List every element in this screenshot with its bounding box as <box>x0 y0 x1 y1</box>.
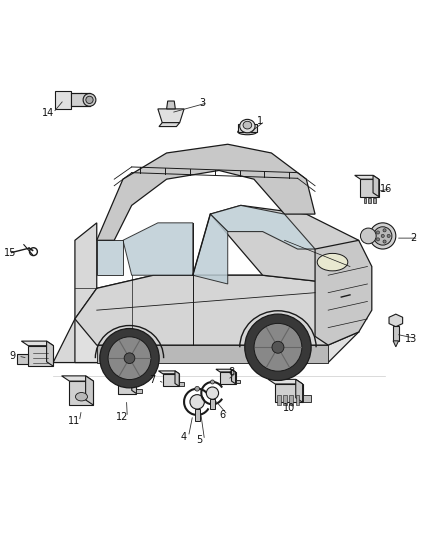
Polygon shape <box>373 175 379 197</box>
Bar <box>238 124 257 132</box>
Polygon shape <box>21 341 53 346</box>
Polygon shape <box>113 376 137 379</box>
Bar <box>393 326 399 341</box>
Bar <box>290 395 293 405</box>
Polygon shape <box>268 379 303 384</box>
Text: 13: 13 <box>405 334 417 344</box>
Polygon shape <box>175 371 179 386</box>
Bar <box>210 399 215 409</box>
Circle shape <box>190 394 205 409</box>
Circle shape <box>376 231 380 234</box>
Polygon shape <box>85 376 93 405</box>
Polygon shape <box>159 123 180 126</box>
Ellipse shape <box>83 93 96 106</box>
Circle shape <box>360 228 376 244</box>
Polygon shape <box>137 389 142 393</box>
Ellipse shape <box>238 129 257 135</box>
Text: 9: 9 <box>10 351 16 361</box>
Polygon shape <box>123 223 193 275</box>
Polygon shape <box>75 275 359 345</box>
Ellipse shape <box>86 96 93 103</box>
Text: 14: 14 <box>42 108 54 118</box>
Text: 6: 6 <box>219 410 226 420</box>
Circle shape <box>206 387 219 399</box>
Polygon shape <box>166 101 175 109</box>
Bar <box>296 395 299 405</box>
Circle shape <box>387 235 390 238</box>
Polygon shape <box>355 175 379 179</box>
Circle shape <box>124 353 135 364</box>
Polygon shape <box>210 205 359 284</box>
Bar <box>373 198 375 203</box>
Text: 15: 15 <box>4 247 17 257</box>
Circle shape <box>195 386 200 391</box>
Polygon shape <box>296 379 303 402</box>
Text: 5: 5 <box>196 435 202 445</box>
Polygon shape <box>210 205 315 249</box>
Circle shape <box>245 314 311 381</box>
Polygon shape <box>236 379 240 383</box>
Polygon shape <box>315 240 372 345</box>
Bar <box>277 395 281 405</box>
Circle shape <box>108 337 151 379</box>
Polygon shape <box>275 384 303 402</box>
Polygon shape <box>193 214 228 284</box>
Polygon shape <box>132 376 137 393</box>
Circle shape <box>381 235 384 238</box>
Circle shape <box>272 341 284 353</box>
Bar <box>364 198 366 203</box>
Polygon shape <box>53 223 97 362</box>
Polygon shape <box>393 341 399 347</box>
Text: 1: 1 <box>257 116 263 126</box>
Circle shape <box>100 328 159 388</box>
Polygon shape <box>97 345 328 362</box>
Text: 16: 16 <box>380 184 392 194</box>
Text: 7: 7 <box>149 375 156 385</box>
Circle shape <box>374 227 392 245</box>
Text: 8: 8 <box>228 367 234 377</box>
Polygon shape <box>62 376 93 381</box>
Polygon shape <box>70 381 93 405</box>
Polygon shape <box>71 93 89 106</box>
Text: 11: 11 <box>68 416 80 426</box>
Polygon shape <box>46 341 53 366</box>
Polygon shape <box>158 109 184 123</box>
Text: 2: 2 <box>410 233 417 243</box>
Polygon shape <box>17 354 28 364</box>
Circle shape <box>383 240 386 243</box>
Ellipse shape <box>240 119 255 133</box>
Polygon shape <box>97 144 315 240</box>
Polygon shape <box>97 240 123 275</box>
Polygon shape <box>216 369 236 372</box>
Circle shape <box>376 238 380 241</box>
Bar <box>368 198 371 203</box>
Polygon shape <box>28 346 53 366</box>
Polygon shape <box>360 179 379 197</box>
Polygon shape <box>232 369 236 384</box>
Circle shape <box>254 324 302 371</box>
Bar <box>194 409 200 421</box>
Polygon shape <box>75 275 359 362</box>
Circle shape <box>383 229 386 232</box>
Polygon shape <box>159 371 179 374</box>
Polygon shape <box>389 314 403 327</box>
Polygon shape <box>118 379 137 393</box>
Polygon shape <box>55 91 71 109</box>
Polygon shape <box>163 374 179 386</box>
Text: 4: 4 <box>180 432 186 442</box>
Text: 12: 12 <box>116 412 128 422</box>
Circle shape <box>370 223 396 249</box>
Circle shape <box>210 380 215 384</box>
Polygon shape <box>179 382 184 386</box>
Bar <box>283 395 287 405</box>
Text: 10: 10 <box>283 403 295 414</box>
Polygon shape <box>303 395 311 402</box>
Ellipse shape <box>243 122 252 129</box>
Text: 3: 3 <box>199 98 205 108</box>
Polygon shape <box>220 372 236 384</box>
Ellipse shape <box>317 253 348 271</box>
Ellipse shape <box>75 392 88 401</box>
Ellipse shape <box>75 93 88 106</box>
